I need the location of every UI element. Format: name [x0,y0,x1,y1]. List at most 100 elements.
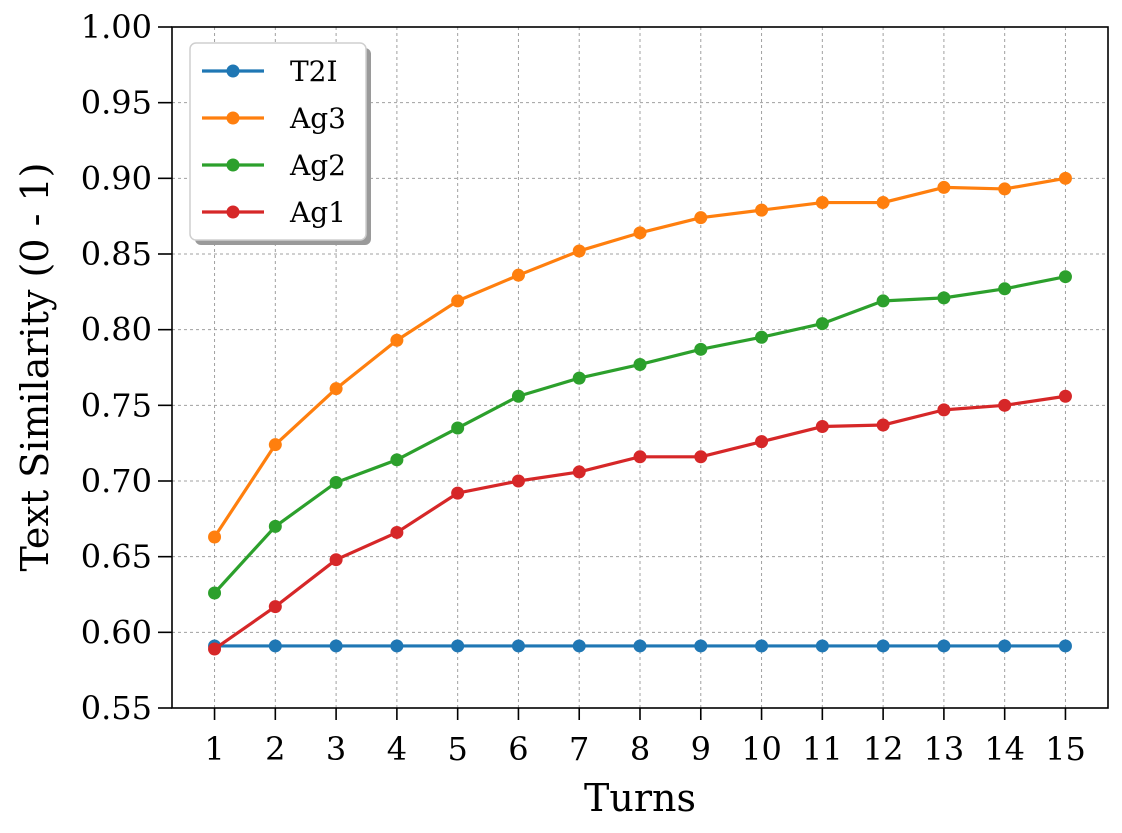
data-point-t2i [876,639,890,653]
data-point-ag3 [390,333,404,347]
x-tick-label: 10 [741,730,782,768]
x-tick-label: 5 [447,730,467,768]
x-tick-label: 14 [984,730,1025,768]
data-point-ag3 [937,180,951,194]
x-tick-label: 9 [691,730,711,768]
data-point-ag1 [268,600,282,614]
data-point-t2i [572,639,586,653]
legend-entry-ag3: Ag3 [202,102,346,135]
data-point-ag2 [998,282,1012,296]
y-tick-label: 0.55 [81,689,152,727]
legend-label-ag3: Ag3 [289,102,346,135]
series-ag3 [208,171,1072,544]
x-tick-label: 3 [326,730,346,768]
data-point-ag1 [937,403,951,417]
x-tick-label: 8 [630,730,650,768]
x-tick-label: 4 [387,730,407,768]
data-point-ag3 [511,268,525,282]
data-point-t2i [815,639,829,653]
data-point-ag3 [998,182,1012,196]
x-tick-label: 6 [508,730,528,768]
data-point-ag1 [511,474,525,488]
data-point-ag1 [998,398,1012,412]
x-tick-label: 15 [1045,730,1086,768]
data-point-t2i [1058,639,1072,653]
data-point-ag2 [208,586,222,600]
data-point-ag3 [755,203,769,217]
y-axis-title: Text Similarity (0 - 1) [13,163,57,572]
data-point-ag3 [694,211,708,225]
data-point-ag2 [876,294,890,308]
data-point-t2i [633,639,647,653]
legend-label-ag2: Ag2 [289,149,346,182]
data-point-t2i [694,639,708,653]
legend-label-ag1: Ag1 [289,196,346,229]
y-tick-label: 0.70 [81,462,152,500]
x-tick-label: 13 [924,730,965,768]
data-point-ag2 [268,519,282,533]
data-point-ag1 [1058,389,1072,403]
data-point-t2i [329,639,343,653]
legend-marker-ag2 [226,158,240,172]
legend-box [189,42,367,241]
series-ag1 [208,389,1072,656]
legend-label-t2i: T2I [290,55,338,88]
y-tick-label: 0.85 [81,235,152,273]
data-point-ag3 [1058,171,1072,185]
data-point-ag1 [633,450,647,464]
data-point-ag3 [572,244,586,258]
data-point-ag1 [329,553,343,567]
data-point-ag2 [572,371,586,385]
data-point-ag3 [268,438,282,452]
data-point-ag3 [815,196,829,210]
x-tick-label: 1 [204,730,224,768]
y-tick-label: 0.75 [81,386,152,424]
data-point-ag2 [390,453,404,467]
legend-marker-ag3 [226,111,240,125]
data-point-t2i [390,639,404,653]
y-tick-label: 0.80 [81,311,152,349]
data-point-ag1 [208,642,222,656]
x-tick-label: 11 [802,730,843,768]
legend: T2I Ag3 Ag2 Ag1 [189,42,371,245]
data-point-ag1 [572,465,586,479]
data-point-t2i [511,639,525,653]
data-point-ag2 [329,476,343,490]
data-point-ag2 [633,357,647,371]
data-point-ag1 [815,420,829,434]
legend-entry-ag2: Ag2 [202,149,346,182]
data-point-ag3 [876,196,890,210]
x-axis-title: Turns [584,776,696,820]
data-point-ag2 [755,330,769,344]
data-point-ag3 [451,294,465,308]
data-point-ag2 [937,291,951,305]
data-point-ag1 [876,418,890,432]
legend-entry-ag1: Ag1 [202,196,346,229]
data-point-ag2 [511,389,525,403]
data-point-ag1 [755,435,769,449]
y-tick-label: 0.60 [81,613,152,651]
x-tick-label: 12 [863,730,904,768]
data-point-ag3 [208,530,222,544]
data-point-ag2 [694,342,708,356]
data-point-t2i [451,639,465,653]
data-point-ag1 [390,525,404,539]
y-tick-label: 0.90 [81,159,152,197]
y-tick-label: 0.95 [81,84,152,122]
data-point-ag3 [329,382,343,396]
data-point-t2i [755,639,769,653]
data-point-ag3 [633,226,647,240]
data-point-ag2 [815,317,829,331]
legend-marker-t2i [226,64,240,78]
data-point-t2i [937,639,951,653]
y-tick-label: 1.00 [81,8,152,46]
legend-entry-t2i: T2I [202,55,338,88]
y-tick-label: 0.65 [81,538,152,576]
data-point-t2i [998,639,1012,653]
data-point-ag2 [1058,270,1072,284]
x-tick-label: 2 [265,730,285,768]
data-point-ag2 [451,421,465,435]
data-point-t2i [268,639,282,653]
